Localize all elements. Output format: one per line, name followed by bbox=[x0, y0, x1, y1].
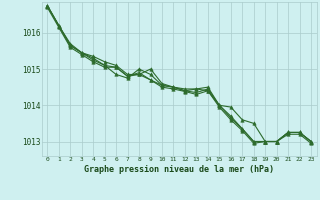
X-axis label: Graphe pression niveau de la mer (hPa): Graphe pression niveau de la mer (hPa) bbox=[84, 165, 274, 174]
